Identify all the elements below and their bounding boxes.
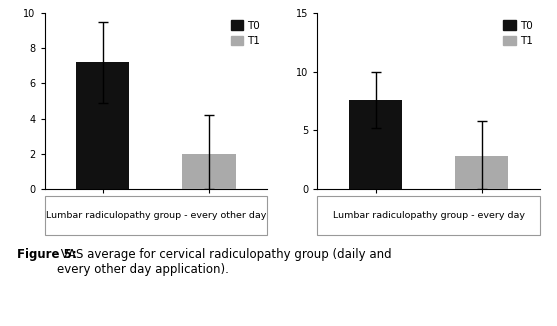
Legend: T0, T1: T0, T1 xyxy=(501,18,535,48)
Bar xyxy=(183,154,236,189)
Text: VAS average for cervical radiculopathy group (daily and
every other day applicat: VAS average for cervical radiculopathy g… xyxy=(57,248,392,276)
Bar xyxy=(349,100,402,189)
Text: Lumbar radiculopathy group - every day: Lumbar radiculopathy group - every day xyxy=(333,211,525,220)
Text: Figure 5:: Figure 5: xyxy=(17,248,76,261)
Bar xyxy=(456,156,509,189)
Legend: T0, T1: T0, T1 xyxy=(228,18,262,48)
Text: Lumbar radiculopathy group - every other day: Lumbar radiculopathy group - every other… xyxy=(46,211,266,220)
Bar xyxy=(76,62,129,189)
